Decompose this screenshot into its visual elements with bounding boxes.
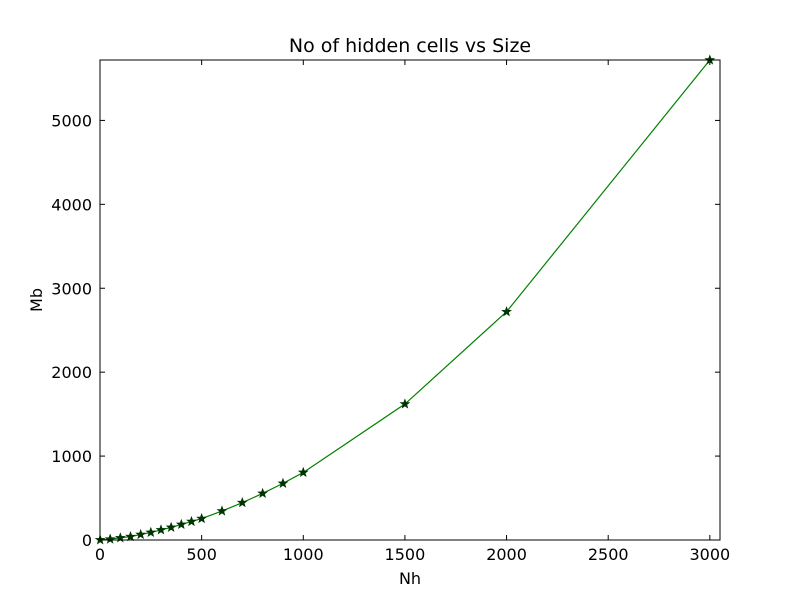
x-tick-label: 2500: [588, 545, 629, 564]
data-point: [135, 528, 147, 540]
y-tick-label: 1000: [51, 447, 92, 466]
data-point: [257, 487, 269, 499]
data-point: [104, 533, 116, 544]
y-tick-label: 5000: [51, 111, 92, 130]
x-tick-label: 500: [186, 545, 217, 564]
data-point: [175, 518, 187, 530]
data-point: [155, 524, 167, 535]
plot-area: [100, 60, 720, 540]
data-point: [196, 512, 208, 524]
data-point: [216, 505, 228, 516]
y-tick-label: 3000: [51, 279, 92, 298]
data-point: [186, 515, 197, 527]
y-axis-label: Mb: [27, 288, 46, 312]
data-point: [125, 530, 136, 542]
y-tick-label: 0: [82, 531, 92, 550]
y-tick-label: 2000: [51, 363, 92, 382]
axis-ticks: 0 500 1000 1500 2000 2500 3000 0 1000 2000 3000 400…: [51, 60, 730, 564]
x-axis-label: Nh: [399, 569, 421, 588]
x-tick-label: 1000: [283, 545, 324, 564]
x-tick-label: 2000: [486, 545, 527, 564]
data-point: [165, 521, 177, 533]
data-point: [501, 306, 512, 317]
data-point: [297, 466, 309, 478]
data-point: [399, 398, 411, 409]
x-tick-label: 3000: [689, 545, 730, 564]
data-point: [277, 477, 289, 488]
plot-frame: [99, 59, 721, 541]
chart-title: No of hidden cells vs Size: [289, 35, 531, 57]
x-tick-label: 1500: [385, 545, 426, 564]
x-tick-label: 0: [95, 545, 105, 564]
data-point: [236, 496, 248, 508]
data-point: [145, 526, 157, 538]
y-tick-label: 4000: [51, 195, 92, 214]
